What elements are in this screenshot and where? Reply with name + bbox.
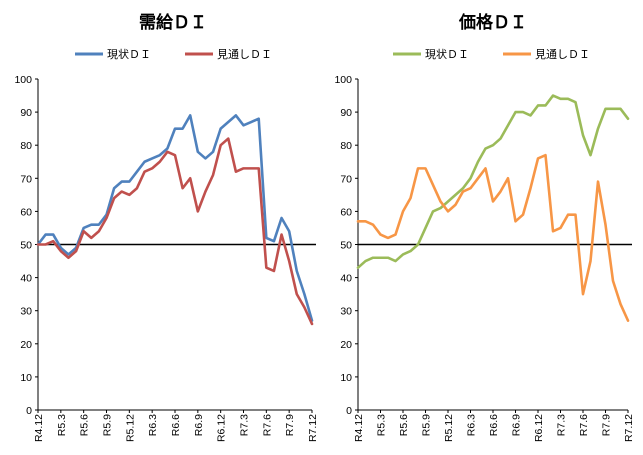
y-tick-label: 80 bbox=[20, 140, 32, 152]
chart-price-di: 価格ＤＩ 現状ＤＩ 見通しＤＩ 0 10 20 30 40 50 60 70 80 90 100 R4.12… bbox=[334, 12, 635, 442]
x-tick-label: R7.3 bbox=[556, 414, 568, 436]
y-tick-label: 20 bbox=[20, 339, 32, 351]
x-tick-label: R4.12 bbox=[33, 414, 45, 442]
y-tick-label: 60 bbox=[20, 206, 32, 218]
y-tick-label: 90 bbox=[20, 107, 32, 119]
x-tick-label: R6.6 bbox=[488, 414, 500, 436]
x-tick-label: R7.3 bbox=[239, 414, 251, 436]
x-tick-label: R6.9 bbox=[511, 414, 523, 436]
y-tick-label: 70 bbox=[340, 173, 352, 185]
y-tick-label: 70 bbox=[20, 173, 32, 185]
x-tick-label: R6.3 bbox=[147, 414, 159, 436]
y-tick-label: 30 bbox=[20, 306, 32, 318]
x-tick-label: R6.12 bbox=[533, 414, 545, 442]
x-tick-label: R6.3 bbox=[466, 414, 478, 436]
x-tick-label: R5.12 bbox=[443, 414, 455, 442]
y-tick-label: 100 bbox=[14, 74, 32, 86]
x-tick-label: R7.6 bbox=[261, 414, 273, 436]
chart-title: 需給ＤＩ bbox=[139, 12, 207, 33]
y-tick-label: 40 bbox=[20, 273, 32, 285]
y-tick-label: 60 bbox=[340, 206, 352, 218]
legend-label-1: 現状ＤＩ bbox=[425, 47, 469, 61]
x-tick-label: R5.6 bbox=[398, 414, 410, 436]
x-tick-label: R5.12 bbox=[124, 414, 136, 442]
y-tick-label: 90 bbox=[340, 107, 352, 119]
x-tick-label: R7.12 bbox=[307, 414, 319, 442]
x-tick-label: R7.9 bbox=[601, 414, 613, 436]
y-tick-label: 40 bbox=[340, 273, 352, 285]
x-tick-label: R6.12 bbox=[216, 414, 228, 442]
legend-label-2: 見通しＤＩ bbox=[535, 48, 590, 61]
series-line-2 bbox=[356, 153, 630, 322]
chart-supply-demand-di: 需給ＤＩ 現状ＤＩ 見通しＤＩ 0 10 20 30 40 50 60 70 80 90 100 R4.12… bbox=[14, 12, 319, 442]
x-tick-label: R7.6 bbox=[578, 414, 590, 436]
y-tick-label: 30 bbox=[340, 306, 352, 318]
x-tick-label: R4.12 bbox=[353, 414, 365, 442]
y-tick-label: 0 bbox=[26, 405, 32, 417]
y-tick-label: 10 bbox=[340, 372, 352, 384]
x-tick-label: R6.9 bbox=[193, 414, 205, 436]
x-tick-label: R5.9 bbox=[102, 414, 114, 436]
x-tick-label: R7.9 bbox=[284, 414, 296, 436]
x-tick-label: R6.6 bbox=[170, 414, 182, 436]
y-tick-label: 100 bbox=[334, 74, 352, 86]
x-tick-label: R5.3 bbox=[56, 414, 68, 436]
series-line-2 bbox=[36, 137, 314, 326]
chart-title: 価格ＤＩ bbox=[458, 12, 527, 33]
y-tick-label: 50 bbox=[20, 240, 32, 252]
legend-label-2: 見通しＤＩ bbox=[217, 48, 272, 61]
x-tick-label: R7.12 bbox=[623, 414, 635, 442]
x-tick-label: R5.6 bbox=[79, 414, 91, 436]
x-tick-label: R5.9 bbox=[421, 414, 433, 436]
y-tick-label: 10 bbox=[20, 372, 32, 384]
series-line-1 bbox=[36, 114, 314, 322]
y-tick-label: 80 bbox=[340, 140, 352, 152]
y-tick-label: 50 bbox=[340, 240, 352, 252]
x-tick-label: R5.3 bbox=[376, 414, 388, 436]
y-tick-label: 20 bbox=[340, 339, 352, 351]
y-tick-label: 0 bbox=[346, 405, 352, 417]
legend-label-1: 現状ＤＩ bbox=[107, 47, 151, 61]
series-line-1 bbox=[356, 94, 630, 269]
